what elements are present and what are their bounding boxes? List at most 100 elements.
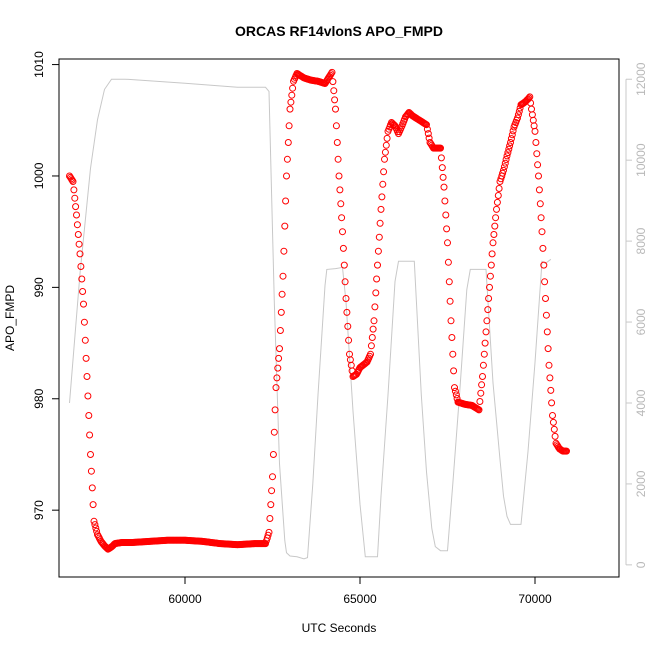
data-point-483	[488, 250, 496, 258]
data-point-254	[288, 91, 296, 99]
y2-tick-label-0: 0	[634, 561, 648, 568]
data-point-360	[381, 155, 388, 163]
data-point-485	[490, 231, 498, 238]
data-point-513	[514, 111, 522, 119]
data-point-228	[265, 528, 273, 536]
data-point-549	[546, 374, 554, 382]
data-point-253	[287, 98, 295, 106]
data-point-319	[345, 336, 353, 344]
data-point-306	[333, 139, 341, 146]
y2-tick-label-2: 4000	[634, 389, 648, 416]
data-point-7	[72, 203, 80, 211]
data-point-529	[528, 111, 536, 119]
data-point-4	[69, 178, 77, 185]
data-point-409	[423, 125, 431, 133]
data-point-251	[285, 122, 293, 130]
data-point-236	[272, 384, 280, 392]
data-point-525	[525, 94, 533, 102]
data-point-244	[279, 272, 287, 280]
data-point-18	[81, 336, 89, 344]
data-point-314	[340, 261, 348, 269]
plot-frame	[58, 58, 620, 578]
data-point-304	[332, 105, 339, 113]
y2-tick-label-5: 10000	[634, 143, 648, 177]
data-point-548	[545, 361, 553, 369]
x-tick-label-2: 70000	[518, 592, 552, 606]
y-tick-label-1: 980	[32, 388, 46, 408]
data-point-512	[514, 114, 521, 122]
data-point-363	[383, 134, 391, 142]
data-point-301	[329, 78, 337, 86]
x-tick-label-1: 65000	[343, 592, 377, 606]
data-point-315	[341, 278, 349, 286]
data-point-23	[86, 431, 94, 439]
y2-tick-label-6: 12000	[634, 62, 648, 96]
x-tick-label-0: 60000	[168, 592, 202, 606]
data-point-473	[479, 361, 487, 369]
y-tick-label-4: 1010	[32, 51, 46, 78]
data-point-536	[535, 172, 542, 180]
data-point-553	[549, 418, 557, 426]
data-point-15	[79, 288, 87, 295]
data-point-27	[89, 501, 97, 509]
data-point-345	[367, 342, 375, 350]
data-point-14	[78, 275, 86, 283]
data-point-502	[505, 145, 513, 153]
data-point-480	[486, 283, 493, 291]
data-point-435	[446, 297, 454, 305]
data-point-5	[70, 186, 78, 194]
data-point-497	[500, 163, 508, 171]
data-point-302	[330, 87, 338, 95]
data-point-249	[283, 155, 291, 163]
data-point-309	[336, 186, 344, 194]
data-point-498	[501, 159, 509, 167]
data-point-550	[547, 386, 555, 394]
altitude-series	[69, 78, 552, 560]
data-point-482	[487, 261, 495, 269]
data-point-303	[331, 96, 339, 104]
data-point-568	[563, 447, 570, 455]
data-point-348	[370, 317, 378, 325]
data-point-543	[541, 278, 549, 286]
data-point-429	[441, 197, 449, 205]
data-point-438	[449, 350, 457, 358]
data-point-305	[332, 122, 340, 130]
data-point-242	[277, 308, 285, 316]
data-point-321	[346, 356, 354, 364]
data-point-352	[374, 261, 381, 269]
data-point-436	[447, 317, 455, 325]
data-point-17	[80, 318, 88, 326]
data-point-231	[268, 487, 276, 495]
altitude-line	[69, 78, 552, 560]
data-point-545	[542, 311, 550, 319]
data-point-475	[481, 339, 489, 347]
data-point-3	[68, 176, 76, 184]
data-point-551	[548, 399, 556, 407]
y2-tick-label-3: 6000	[634, 308, 648, 335]
x-axis-label: UTC Seconds	[302, 621, 377, 635]
data-point-478	[484, 306, 492, 314]
data-point-29	[91, 521, 99, 529]
data-point-351	[373, 275, 381, 283]
data-point-308	[335, 172, 343, 180]
data-point-408	[423, 121, 430, 129]
data-point-355	[376, 219, 384, 227]
data-point-537	[535, 186, 543, 194]
data-point-491	[495, 185, 503, 192]
data-point-469	[476, 398, 484, 405]
data-point-440	[451, 384, 458, 392]
y-axis: 970 980 990 1000 1010	[32, 51, 59, 520]
data-point-255	[289, 84, 297, 92]
data-point-488	[493, 205, 500, 213]
data-point-428	[440, 183, 448, 191]
data-point-233	[269, 451, 277, 458]
data-point-472	[479, 373, 486, 380]
data-point-441	[451, 387, 459, 395]
data-point-310	[337, 200, 345, 208]
data-point-22	[85, 412, 93, 419]
data-point-541	[539, 244, 547, 252]
data-point-356	[377, 205, 385, 213]
data-point-16	[80, 300, 87, 308]
data-point-506	[508, 131, 516, 139]
data-point-311	[338, 214, 346, 222]
